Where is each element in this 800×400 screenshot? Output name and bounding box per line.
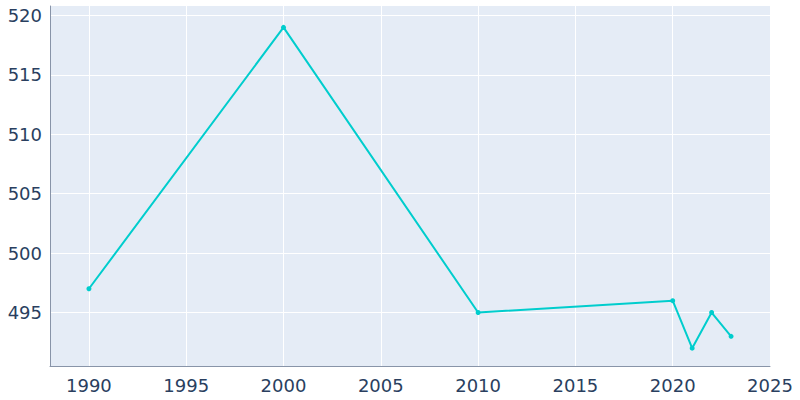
svg-text:1990: 1990 xyxy=(66,375,112,396)
svg-text:2025: 2025 xyxy=(747,375,793,396)
svg-text:505: 505 xyxy=(8,183,42,204)
svg-text:500: 500 xyxy=(8,243,42,264)
svg-text:1995: 1995 xyxy=(163,375,209,396)
svg-text:2000: 2000 xyxy=(261,375,307,396)
svg-text:520: 520 xyxy=(8,5,42,26)
svg-text:2010: 2010 xyxy=(455,375,501,396)
svg-text:2015: 2015 xyxy=(552,375,598,396)
svg-text:510: 510 xyxy=(8,124,42,145)
svg-text:495: 495 xyxy=(8,302,42,323)
svg-text:2005: 2005 xyxy=(358,375,404,396)
svg-text:2020: 2020 xyxy=(650,375,696,396)
svg-text:515: 515 xyxy=(8,64,42,85)
